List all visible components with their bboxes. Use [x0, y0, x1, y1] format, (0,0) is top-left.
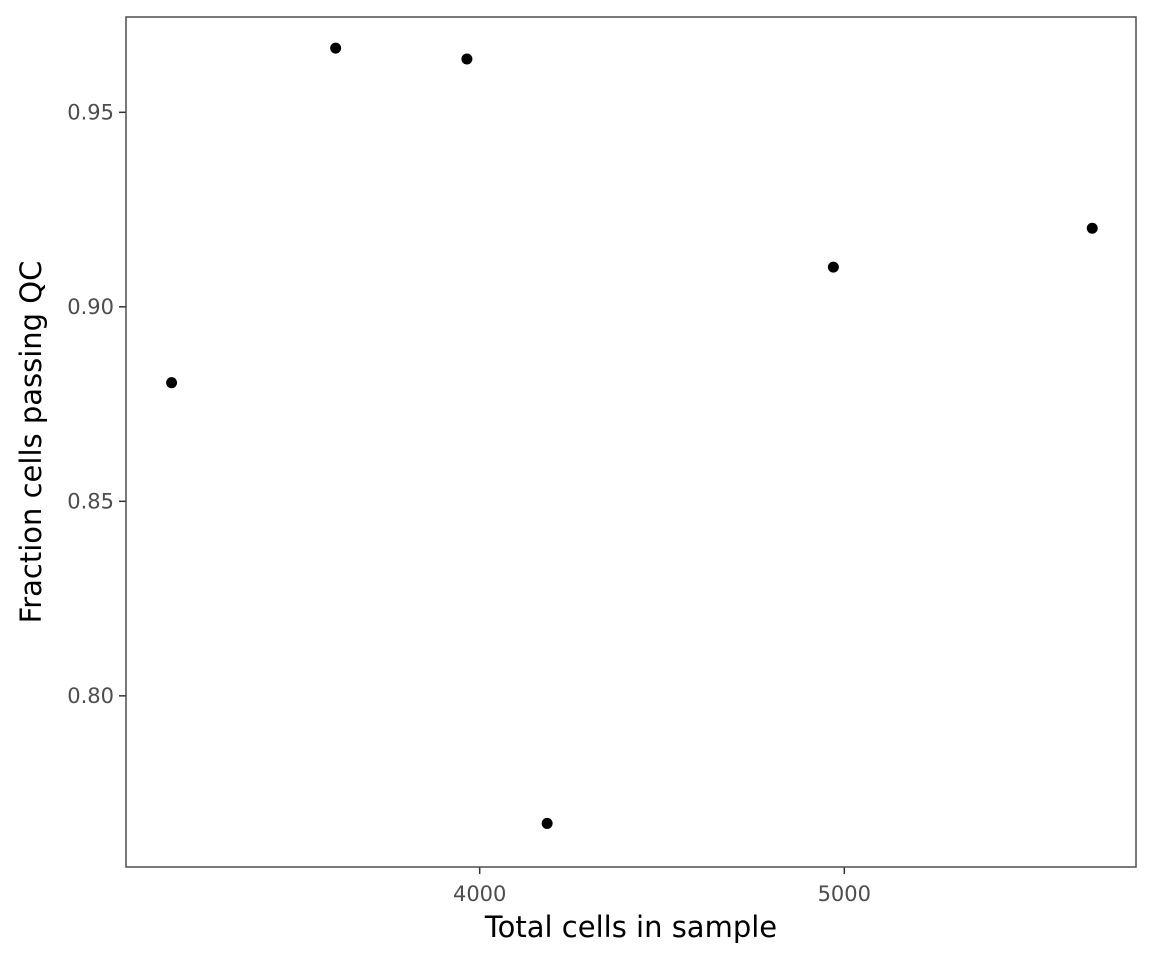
data-points: [166, 42, 1098, 829]
x-axis-title: Total cells in sample: [484, 910, 777, 944]
y-tick-label: 0.85: [67, 489, 114, 513]
y-tick-label: 0.80: [67, 684, 114, 708]
data-point: [1086, 222, 1098, 234]
axis-ticks: 4000 5000 0.80 0.85 0.90 0.95: [67, 100, 871, 906]
data-point: [827, 261, 839, 273]
data-point: [166, 377, 178, 389]
y-tick-label: 0.95: [67, 100, 114, 124]
panel-border: [125, 16, 1137, 868]
y-axis-title: Fraction cells passing QC: [14, 261, 48, 624]
x-tick-label: 4000: [453, 882, 506, 906]
data-point: [541, 817, 553, 829]
x-tick-label: 5000: [818, 882, 871, 906]
data-point: [461, 53, 473, 65]
y-tick-label: 0.90: [67, 295, 114, 319]
data-point: [330, 42, 342, 54]
